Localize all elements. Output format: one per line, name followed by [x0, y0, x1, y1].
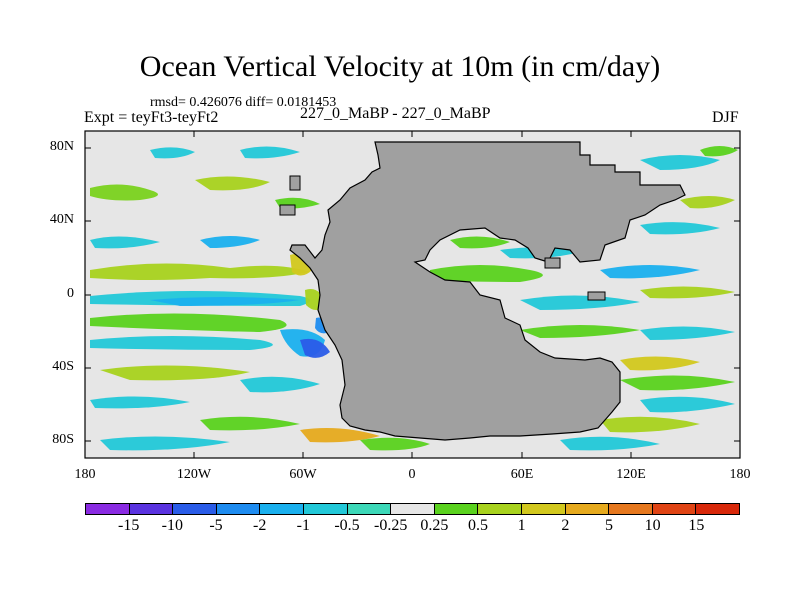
lon-label: 120E: [616, 467, 646, 482]
patch: [520, 325, 640, 338]
colorbar-label: -0.25: [373, 517, 408, 534]
patch: [640, 286, 735, 299]
patch: [640, 326, 735, 340]
colorbar-label: -10: [161, 517, 183, 534]
colorbar-swatch: [478, 504, 522, 514]
lat-label: 40S: [52, 359, 74, 374]
patch: [90, 236, 160, 249]
patch: [200, 236, 260, 248]
island: [279, 204, 296, 216]
colorbar-swatch: [216, 504, 261, 514]
colorbar-label: 0.25: [420, 517, 449, 534]
colorbar-swatch: [260, 504, 304, 514]
lat-label: 0: [67, 286, 74, 301]
patch: [90, 396, 190, 409]
colorbar-label: -0.5: [334, 517, 360, 534]
lon-label: 60E: [510, 467, 534, 482]
patch: [360, 437, 430, 451]
patch: [620, 375, 735, 391]
colorbar-swatch: [565, 504, 610, 514]
patch: [640, 222, 720, 235]
patch: [560, 436, 660, 451]
lat-label: 40N: [49, 212, 74, 227]
land-mass: [289, 141, 686, 441]
lon-ticks: [84, 131, 741, 458]
colorbar-swatch: [173, 504, 217, 514]
patch: [150, 297, 300, 306]
patch: [90, 263, 310, 280]
lon-label: 180: [729, 467, 751, 482]
patch: [520, 295, 640, 310]
patch: [450, 236, 510, 249]
patch: [150, 147, 195, 159]
lon-label: 120W: [176, 467, 212, 482]
patch: [300, 338, 330, 358]
colorbar-swatch: [652, 504, 697, 514]
lat-label: 80N: [49, 139, 74, 154]
patch: [90, 336, 273, 350]
colorbar-swatch: [347, 504, 392, 514]
stats-label: rmsd= 0.426076 diff= 0.0181453: [150, 95, 337, 110]
colorbar: [85, 503, 740, 515]
patch: [700, 146, 738, 157]
lon-label: 60W: [289, 467, 317, 482]
colorbar-swatch: [434, 504, 479, 514]
colorbar-label: -5: [209, 517, 223, 534]
lat-label: 80S: [52, 432, 74, 447]
lon-label: 0: [408, 467, 416, 482]
patch: [240, 376, 320, 393]
island: [587, 291, 606, 301]
patch: [430, 265, 543, 282]
colorbar-label: 0.5: [468, 517, 488, 534]
colorbar-swatch: [86, 504, 130, 514]
colorbar-swatch: [303, 504, 348, 514]
patch: [90, 313, 287, 332]
patch: [640, 396, 735, 413]
lon-label: 180: [74, 467, 96, 482]
patch: [300, 428, 380, 443]
patch: [600, 265, 700, 279]
experiment-label: Expt = teyFt3-teyFt2: [84, 109, 219, 126]
lat-ticks: [85, 147, 740, 442]
patch: [90, 184, 158, 201]
colorbar-swatch: [129, 504, 174, 514]
patch: [600, 416, 700, 433]
patch: [640, 155, 720, 170]
colorbar-label: 15: [688, 517, 705, 534]
patch: [195, 176, 270, 191]
colorbar-label: 1: [517, 517, 526, 534]
colorbar-label: -1: [296, 517, 310, 534]
patch: [290, 254, 312, 276]
period-label: 227_0_MaBP - 227_0_MaBP: [300, 105, 491, 122]
colorbar-swatch: [391, 504, 435, 514]
chart-title: Ocean Vertical Velocity at 10m (in cm/da…: [139, 50, 661, 83]
season-label: DJF: [712, 109, 739, 126]
patch: [100, 365, 250, 381]
colorbar-label: 10: [644, 517, 661, 534]
patch: [620, 356, 700, 371]
island: [544, 257, 561, 269]
colorbar-label: -2: [252, 517, 267, 534]
colorbar-label: -15: [117, 517, 140, 534]
patch: [680, 196, 735, 209]
patch: [200, 416, 300, 431]
colorbar-swatch: [609, 504, 653, 514]
colorbar-label: 5: [605, 517, 613, 534]
colorbar-label: 2: [561, 517, 570, 534]
colorbar-swatch: [696, 504, 739, 514]
patch: [100, 436, 230, 451]
colorbar-swatch: [521, 504, 566, 514]
island: [289, 175, 301, 191]
patch: [240, 146, 300, 159]
